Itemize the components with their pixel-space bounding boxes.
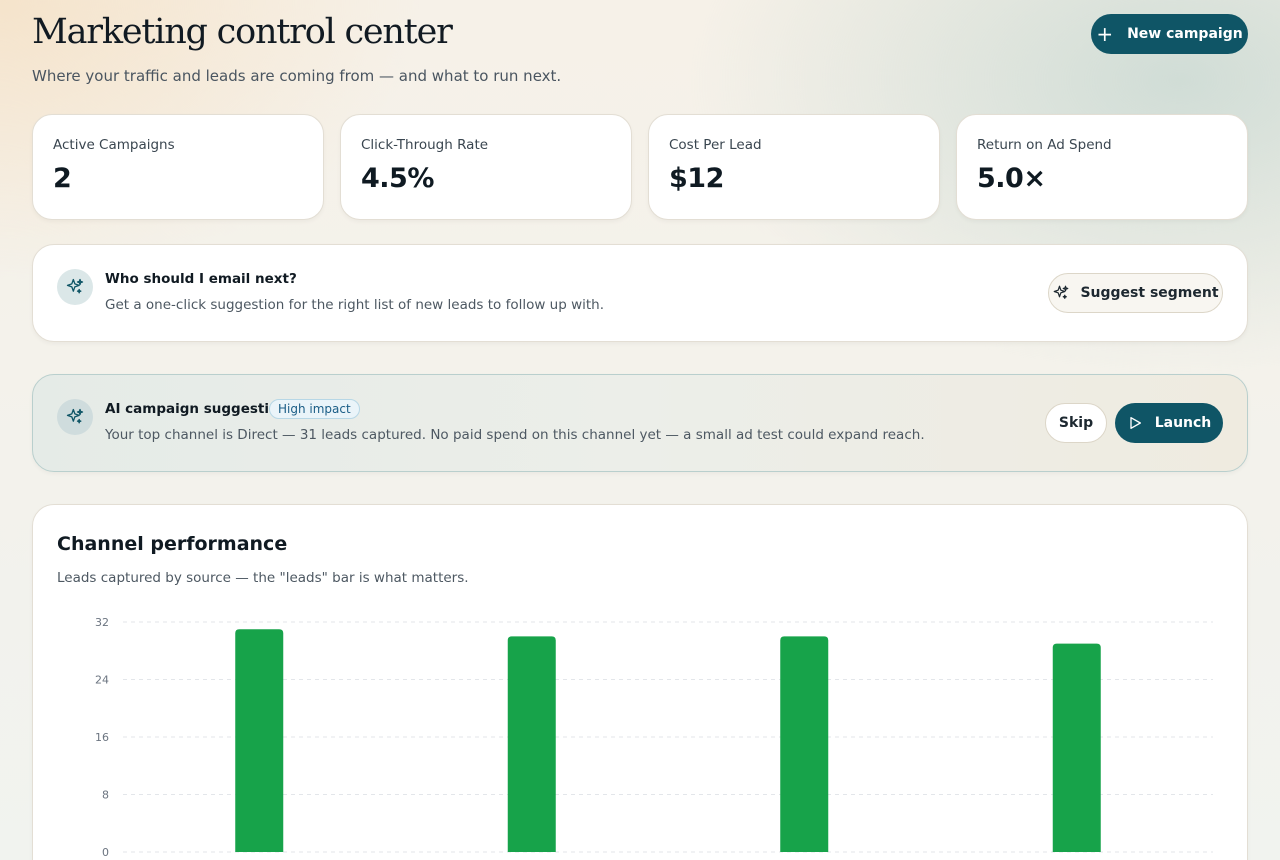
kpi-card-cost-per-lead: Cost Per Lead $12 — [648, 114, 940, 220]
suggest-segment-label: Suggest segment — [1080, 285, 1219, 301]
x-tick-label: Meta Ads — [757, 858, 808, 860]
bar-email[interactable] — [507, 636, 556, 852]
new-campaign-label: New campaign — [1127, 26, 1243, 42]
play-icon — [1127, 415, 1143, 431]
kpi-label: Active Campaigns — [53, 137, 175, 153]
sparkle-icon — [57, 269, 93, 305]
bar-meta-ads[interactable] — [780, 636, 829, 852]
bar-google-ads[interactable] — [1052, 643, 1101, 852]
y-tick-label: 32 — [95, 616, 109, 629]
kpi-card-return-on-ad-spend: Return on Ad Spend 5.0× — [956, 114, 1248, 220]
chart-subtitle: Leads captured by source — the "leads" b… — [57, 570, 469, 586]
kpi-value: 2 — [53, 163, 72, 194]
channel-performance-card: Channel performance Leads captured by so… — [32, 504, 1248, 860]
chart-title: Channel performance — [57, 533, 288, 555]
segment-card-title: Who should I email next? — [105, 271, 297, 287]
kpi-card-active-campaigns: Active Campaigns 2 — [32, 114, 324, 220]
ai-suggestion-description: Your top channel is Direct — 31 leads ca… — [105, 427, 925, 443]
y-tick-label: 8 — [102, 789, 109, 802]
y-tick-label: 16 — [95, 731, 109, 744]
x-tick-label: Google Ads — [1024, 858, 1087, 860]
skip-button[interactable]: Skip — [1045, 403, 1107, 443]
x-tick-label: Direct — [221, 858, 255, 860]
channel-performance-chart: 32 24 16 8 0 Direct Email Meta Ads Google Ads — [95, 616, 1213, 860]
kpi-card-click-through-rate: Click-Through Rate 4.5% — [340, 114, 632, 220]
kpi-value: 4.5% — [361, 163, 434, 194]
bar-direct[interactable] — [235, 629, 284, 852]
launch-button[interactable]: Launch — [1115, 403, 1223, 443]
kpi-value: 5.0× — [977, 163, 1046, 194]
launch-label: Launch — [1154, 415, 1212, 431]
page-title: Marketing control center — [32, 12, 453, 52]
segment-card-description: Get a one-click suggestion for the right… — [105, 297, 605, 313]
page-subtitle: Where your traffic and leads are coming … — [32, 67, 562, 85]
kpi-label: Cost Per Lead — [669, 137, 762, 153]
new-campaign-button[interactable]: + New campaign — [1091, 14, 1248, 54]
x-tick-label: Email — [494, 858, 525, 860]
impact-badge: High impact — [269, 399, 360, 419]
y-tick-label: 0 — [102, 846, 109, 859]
kpi-label: Click-Through Rate — [361, 137, 489, 153]
sparkle-icon — [57, 399, 93, 435]
suggest-segment-button[interactable]: Suggest segment — [1048, 273, 1223, 313]
y-tick-label: 24 — [95, 674, 109, 687]
segment-suggestion-card: Who should I email next? Get a one-click… — [32, 244, 1248, 342]
ai-campaign-suggestion-card: AI campaign suggestion High impact Your … — [32, 374, 1248, 472]
ai-suggestion-title: AI campaign suggestion — [105, 401, 288, 417]
plus-icon: + — [1096, 22, 1114, 46]
sparkle-icon — [1052, 284, 1070, 302]
kpi-label: Return on Ad Spend — [977, 137, 1112, 153]
kpi-value: $12 — [669, 163, 724, 194]
